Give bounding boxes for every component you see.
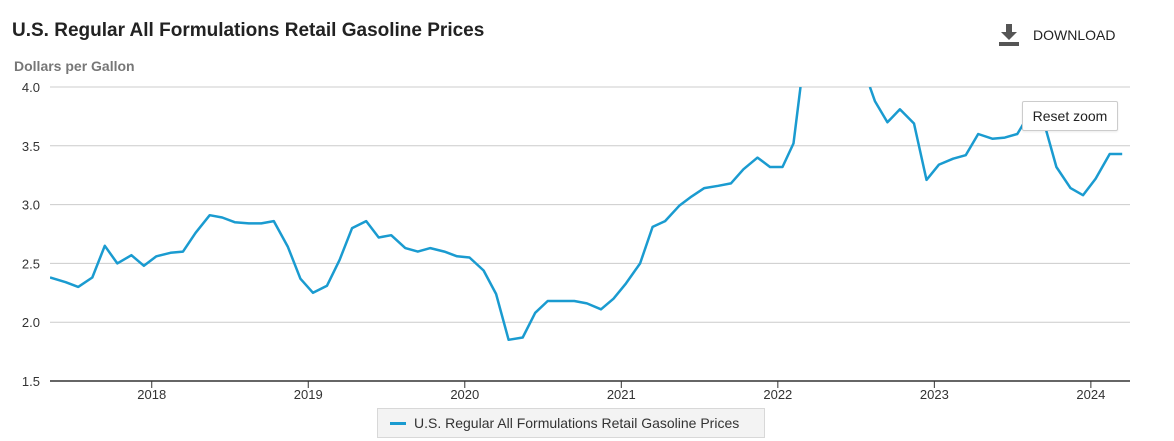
x-tick-label: 2018 (137, 387, 166, 402)
y-tick-label: 4.0 (22, 80, 40, 95)
legend-label: U.S. Regular All Formulations Retail Gas… (414, 415, 740, 431)
download-icon (998, 23, 1020, 47)
y-tick-label: 2.0 (22, 315, 40, 330)
y-tick-label: 2.5 (22, 256, 40, 271)
chart-title: U.S. Regular All Formulations Retail Gas… (12, 20, 485, 41)
x-tick-label: 2024 (1076, 387, 1105, 402)
x-tick-label: 2021 (607, 387, 636, 402)
y-tick-label: 1.5 (22, 374, 40, 389)
x-tick-label: 2019 (294, 387, 323, 402)
series-line (50, 87, 1123, 342)
x-tick-label: 2022 (763, 387, 792, 402)
legend-swatch (390, 421, 406, 425)
download-label: DOWNLOAD (1033, 27, 1116, 43)
y-tick-label: 3.5 (22, 139, 40, 154)
y-axis-unit-label: Dollars per Gallon (14, 58, 135, 74)
y-tick-label: 3.0 (22, 198, 40, 213)
reset-zoom-button[interactable]: Reset zoom (1022, 101, 1118, 131)
x-tick-label: 2023 (920, 387, 949, 402)
download-button[interactable]: DOWNLOAD (998, 22, 1115, 48)
legend-item[interactable]: U.S. Regular All Formulations Retail Gas… (377, 408, 765, 438)
x-tick-label: 2020 (450, 387, 479, 402)
